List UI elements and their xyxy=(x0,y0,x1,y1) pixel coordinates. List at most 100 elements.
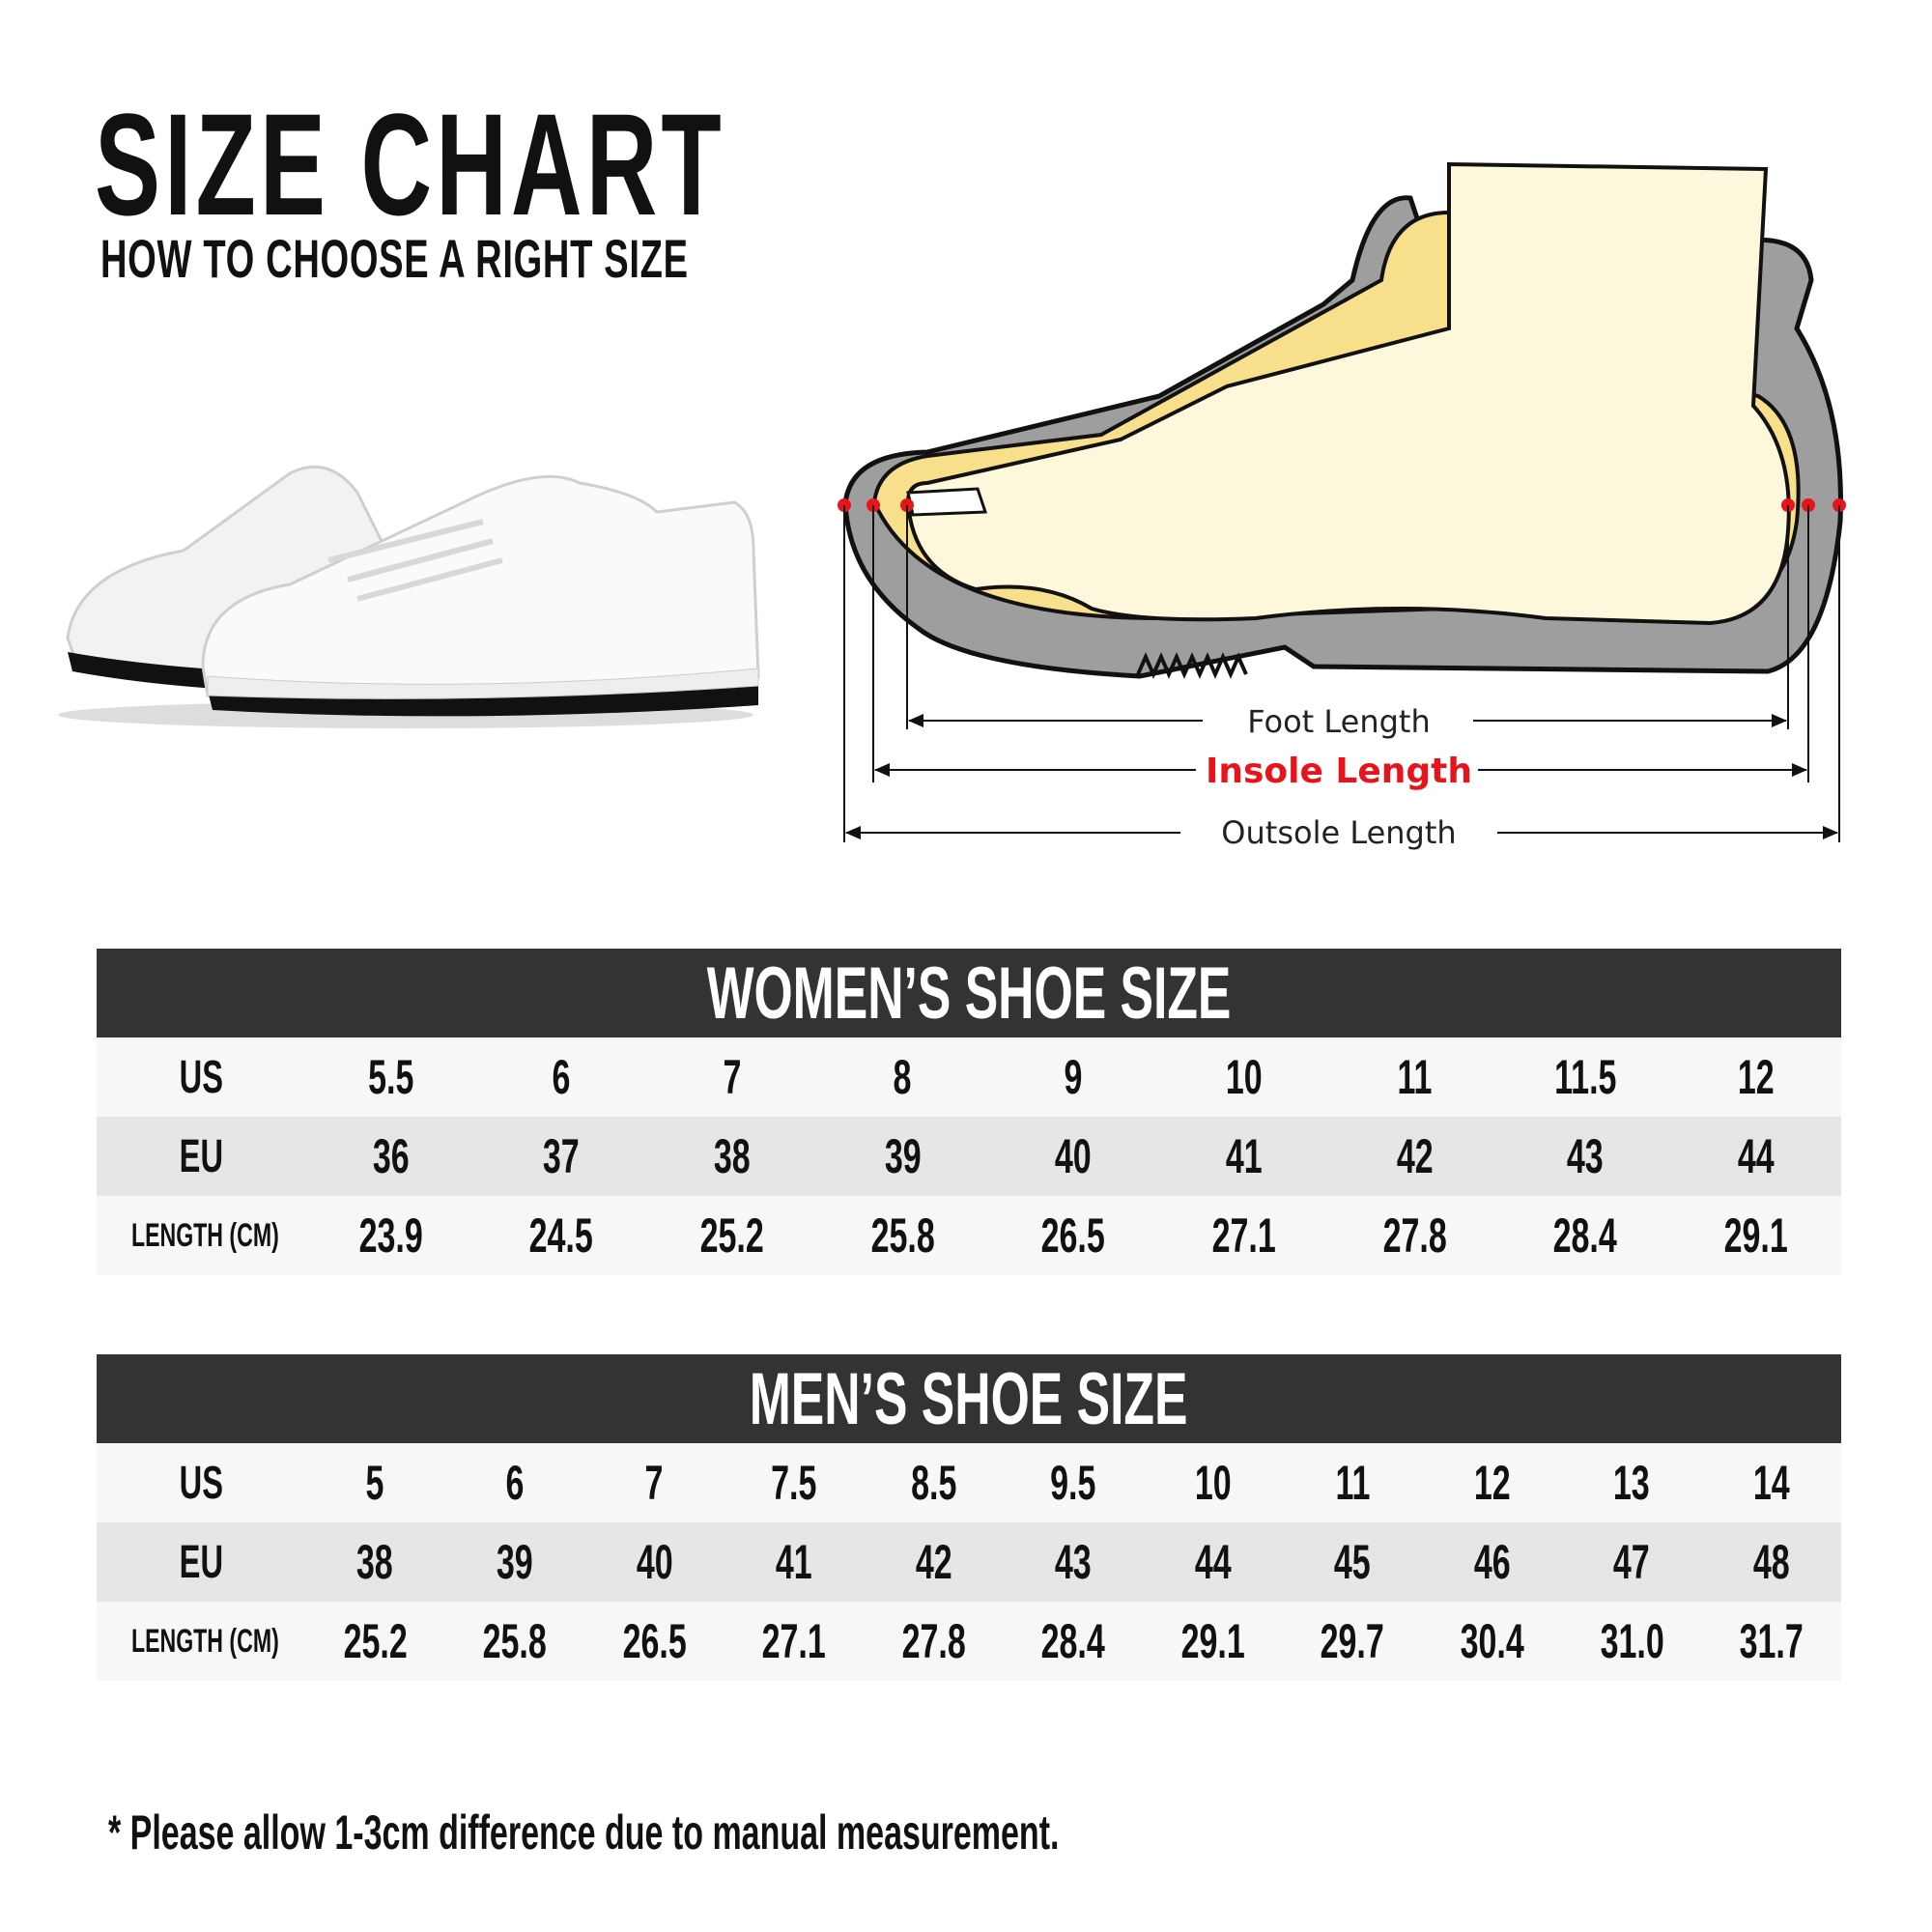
cell-value: 27.1 xyxy=(1211,1208,1276,1263)
table-cell: 26.5 xyxy=(988,1208,1159,1264)
cell-value: 6 xyxy=(505,1456,525,1510)
cell-value: 28.4 xyxy=(1552,1208,1618,1263)
cell-value: 45 xyxy=(1334,1535,1372,1589)
cell-value: 41 xyxy=(775,1535,812,1589)
cell-value: 40 xyxy=(636,1535,673,1589)
cell-value: 41 xyxy=(1225,1129,1263,1183)
cell-value: 5 xyxy=(365,1456,384,1510)
men-title-text: MEN’S SHOE SIZE xyxy=(750,1357,1188,1440)
row-label: LENGTH (CM) xyxy=(130,1622,279,1660)
cell-value: 30.4 xyxy=(1460,1614,1524,1668)
table-cell: 10 xyxy=(1143,1455,1283,1511)
cell-value: 39 xyxy=(884,1129,922,1183)
table-cell: 27.1 xyxy=(1158,1208,1329,1264)
footnote-text: * Please allow 1-3cm difference due to m… xyxy=(108,1805,1060,1860)
table-cell: 46 xyxy=(1422,1534,1562,1590)
table-cell: 11.5 xyxy=(1500,1049,1671,1105)
cell-value: 23.9 xyxy=(358,1208,423,1263)
table-cell: 36 xyxy=(305,1128,476,1184)
table-cell: 24.5 xyxy=(476,1208,647,1264)
table-cell: 41 xyxy=(724,1534,865,1590)
table-cell: 42 xyxy=(1329,1128,1500,1184)
cell-value: 27.1 xyxy=(761,1614,827,1668)
outsole-length-label: Outsole Length xyxy=(1221,814,1456,851)
cell-value: 40 xyxy=(1055,1129,1092,1183)
cell-value: 47 xyxy=(1613,1535,1651,1589)
table-cell: 38 xyxy=(305,1534,445,1590)
table-cell: 8.5 xyxy=(864,1455,1004,1511)
title-text: SIZE CHART xyxy=(95,83,725,245)
foot-shape xyxy=(905,161,1791,626)
table-cell: 9.5 xyxy=(1004,1455,1144,1511)
sneaker-image xyxy=(58,465,760,728)
page-subtitle: HOW TO CHOOSE A RIGHT SIZE xyxy=(100,230,965,288)
table-cell: 44 xyxy=(1670,1128,1841,1184)
table-cell: 7.5 xyxy=(724,1455,865,1511)
cell-value: 25.2 xyxy=(343,1614,408,1668)
cell-value: 43 xyxy=(1055,1535,1092,1589)
cell-value: 7 xyxy=(723,1050,742,1104)
table-cell: 30.4 xyxy=(1422,1613,1562,1669)
footnote: * Please allow 1-3cm difference due to m… xyxy=(108,1804,1507,1861)
table-cell: 27.8 xyxy=(1329,1208,1500,1264)
table-cell: 11 xyxy=(1283,1455,1423,1511)
table-cell: 13 xyxy=(1562,1455,1702,1511)
cell-value: 29.1 xyxy=(1180,1614,1245,1668)
table-cell: 23.9 xyxy=(305,1208,476,1264)
row-label: EU xyxy=(179,1536,223,1588)
cell-value: 11 xyxy=(1335,1456,1371,1510)
women-length-row: LENGTH (CM) 23.9 24.5 25.2 25.8 26.5 27.1 27.8 2… xyxy=(97,1196,1841,1275)
men-eu-row: EU 38 39 40 41 42 43 44 45 46 47 48 xyxy=(97,1522,1841,1602)
table-cell: 37 xyxy=(476,1128,647,1184)
cell-value: 14 xyxy=(1752,1456,1790,1510)
cell-value: 25.2 xyxy=(699,1208,764,1263)
subtitle-text: HOW TO CHOOSE A RIGHT SIZE xyxy=(100,228,689,289)
table-cell: 9 xyxy=(988,1049,1159,1105)
cell-value: 42 xyxy=(915,1535,952,1589)
table-cell: 29.1 xyxy=(1670,1208,1841,1264)
cell-value: 7.5 xyxy=(771,1456,817,1510)
cell-value: 11 xyxy=(1397,1050,1433,1104)
table-cell: 25.8 xyxy=(445,1613,585,1669)
women-title-text: WOMEN’S SHOE SIZE xyxy=(706,952,1232,1035)
table-cell: 28.4 xyxy=(1004,1613,1144,1669)
table-cell: 31.0 xyxy=(1562,1613,1702,1669)
table-cell: 31.7 xyxy=(1701,1613,1841,1669)
men-length-row: LENGTH (CM) 25.2 25.8 26.5 27.1 27.8 28.4 29.1 2… xyxy=(97,1602,1841,1681)
table-cell: 12 xyxy=(1670,1049,1841,1105)
page-title: SIZE CHART xyxy=(95,83,1022,245)
cell-value: 38 xyxy=(356,1535,394,1589)
table-cell: 47 xyxy=(1562,1534,1702,1590)
table-cell: 6 xyxy=(476,1049,647,1105)
table-cell: 25.2 xyxy=(305,1613,445,1669)
cell-value: 29.7 xyxy=(1321,1614,1385,1668)
cell-value: 6 xyxy=(552,1050,571,1104)
table-cell: 41 xyxy=(1158,1128,1329,1184)
table-cell: 27.1 xyxy=(724,1613,865,1669)
row-label: US xyxy=(179,1051,223,1103)
table-cell: 25.2 xyxy=(646,1208,817,1264)
cell-value: 11.5 xyxy=(1553,1050,1617,1104)
cell-value: 7 xyxy=(644,1456,664,1510)
cell-value: 9.5 xyxy=(1050,1456,1096,1510)
table-cell: 42 xyxy=(864,1534,1004,1590)
table-cell: 14 xyxy=(1701,1455,1841,1511)
cell-value: 39 xyxy=(496,1535,533,1589)
cell-value: 24.5 xyxy=(528,1208,594,1263)
table-cell: 5 xyxy=(305,1455,445,1511)
cell-value: 8 xyxy=(893,1050,912,1104)
cell-value: 25.8 xyxy=(870,1208,935,1263)
men-table-title: MEN’S SHOE SIZE xyxy=(97,1354,1841,1443)
table-cell: 39 xyxy=(445,1534,585,1590)
cell-value: 10 xyxy=(1225,1050,1263,1104)
cell-value: 43 xyxy=(1567,1129,1604,1183)
table-cell: 8 xyxy=(817,1049,988,1105)
table-cell: 45 xyxy=(1283,1534,1423,1590)
cell-value: 25.8 xyxy=(482,1614,547,1668)
table-cell: 12 xyxy=(1422,1455,1562,1511)
cell-value: 31.7 xyxy=(1739,1614,1804,1668)
insole-length-label: Insole Length xyxy=(1206,752,1472,791)
women-eu-row: EU 36 37 38 39 40 41 42 43 44 xyxy=(97,1117,1841,1196)
table-cell: 11 xyxy=(1329,1049,1500,1105)
cell-value: 12 xyxy=(1737,1050,1775,1104)
